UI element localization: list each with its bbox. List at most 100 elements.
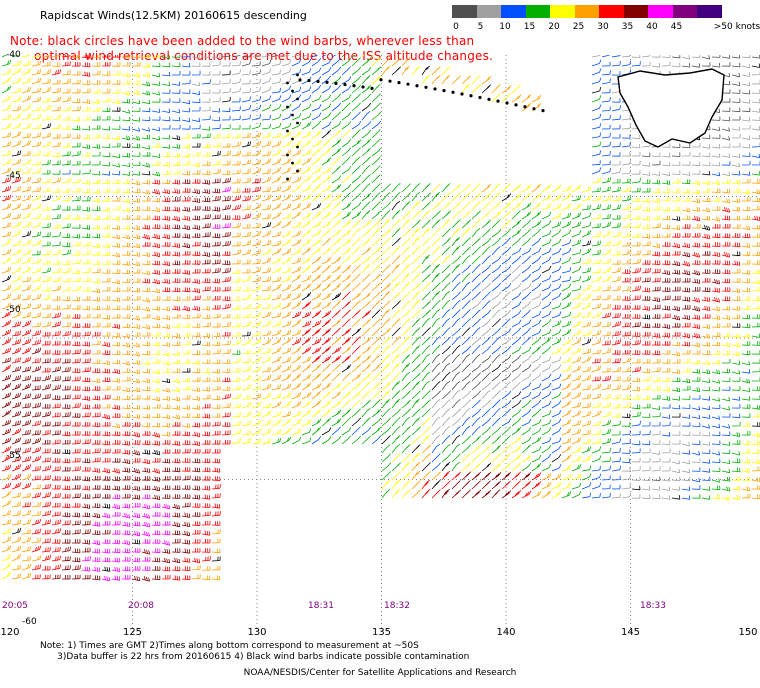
wind-barb	[141, 405, 151, 410]
wind-barb	[61, 565, 71, 571]
wind-barb	[21, 113, 32, 121]
wind-barb	[661, 432, 671, 437]
wind-barb	[51, 260, 61, 265]
wind-barb	[162, 125, 171, 130]
wind-barb	[131, 171, 141, 176]
wind-barb	[91, 206, 101, 211]
wind-barb	[611, 196, 621, 202]
wind-barb	[291, 311, 302, 319]
wind-barb	[21, 456, 32, 463]
wind-barb	[421, 264, 432, 274]
wind-barb	[51, 403, 61, 409]
wind-barb	[91, 70, 101, 76]
wind-barb	[31, 358, 41, 364]
wind-barb	[21, 482, 32, 490]
wind-barb	[341, 390, 352, 400]
wind-barb	[381, 201, 392, 211]
wind-barb	[571, 382, 582, 391]
wind-barb	[31, 492, 41, 499]
wind-barb	[301, 320, 312, 328]
wind-barb	[81, 287, 91, 292]
wind-barb	[451, 489, 462, 499]
wind-barb	[181, 260, 191, 265]
wind-barb	[111, 80, 121, 85]
wind-barb	[331, 211, 342, 220]
wind-barb	[51, 142, 61, 148]
wind-barb	[571, 302, 582, 310]
wind-barb	[201, 71, 211, 76]
wind-barb	[91, 467, 101, 473]
wind-barb	[261, 438, 271, 445]
wind-barb	[111, 188, 121, 193]
wind-barb	[51, 160, 61, 166]
wind-barb	[11, 464, 22, 472]
wind-barb	[241, 420, 251, 427]
wind-barb	[71, 394, 81, 400]
wind-barb	[211, 108, 221, 113]
wind-barb	[671, 369, 681, 374]
wind-barb	[301, 292, 312, 301]
wind-barb	[501, 283, 512, 292]
wind-barb	[81, 367, 91, 373]
wind-barb	[121, 467, 131, 473]
wind-barb	[451, 371, 461, 382]
wind-barb	[11, 311, 22, 319]
wind-barb	[711, 197, 721, 202]
wind-barb	[321, 301, 332, 310]
wind-barb	[51, 134, 61, 139]
wind-barb	[461, 425, 471, 436]
wind-barb	[161, 162, 171, 167]
wind-barb	[581, 230, 592, 238]
wind-barb	[61, 476, 71, 482]
wind-barb	[101, 422, 111, 427]
wind-barb	[11, 339, 22, 346]
wind-barb	[641, 413, 651, 418]
wind-barb	[101, 171, 111, 176]
wind-barb	[341, 57, 352, 67]
wind-barb	[481, 255, 491, 265]
wind-barb	[121, 360, 131, 366]
wind-barb	[311, 292, 322, 301]
wind-barb	[171, 368, 181, 373]
wind-barb	[71, 160, 81, 166]
wind-barb	[691, 440, 701, 445]
wind-barb	[731, 224, 741, 229]
wind-barb	[381, 336, 391, 346]
wind-barb	[271, 356, 282, 364]
wind-barb	[371, 390, 381, 400]
wind-barb	[721, 350, 731, 356]
wind-barb	[171, 81, 181, 86]
wind-barb	[51, 231, 61, 238]
wind-barb	[491, 219, 501, 229]
wind-barb	[551, 338, 562, 346]
wind-barb	[621, 277, 631, 283]
wind-barb	[151, 153, 161, 158]
wind-barb	[661, 440, 671, 445]
wind-barb	[42, 440, 51, 445]
wind-barb	[101, 368, 111, 374]
wind-barb	[42, 332, 51, 337]
wind-barb	[261, 367, 271, 373]
wind-barb	[421, 380, 430, 391]
wind-barb	[121, 440, 131, 446]
wind-barb	[291, 113, 302, 121]
wind-barb	[721, 98, 731, 103]
wind-barb	[341, 372, 351, 382]
wind-barb	[672, 197, 681, 202]
wind-barb	[62, 467, 71, 472]
wind-barb	[571, 356, 582, 364]
wind-barb	[521, 283, 532, 292]
wind-barb	[51, 195, 61, 202]
wind-barb	[691, 260, 701, 265]
wind-barb	[731, 206, 741, 212]
wind-barb	[131, 278, 141, 283]
wind-barb	[61, 376, 71, 382]
wind-barb	[711, 134, 721, 139]
wind-barb	[261, 86, 272, 94]
wind-barb	[301, 202, 312, 211]
wind-barb	[251, 212, 262, 220]
wind-barb	[201, 314, 211, 319]
wind-barb	[151, 315, 161, 321]
wind-barb	[671, 251, 681, 256]
wind-barb	[491, 256, 502, 265]
